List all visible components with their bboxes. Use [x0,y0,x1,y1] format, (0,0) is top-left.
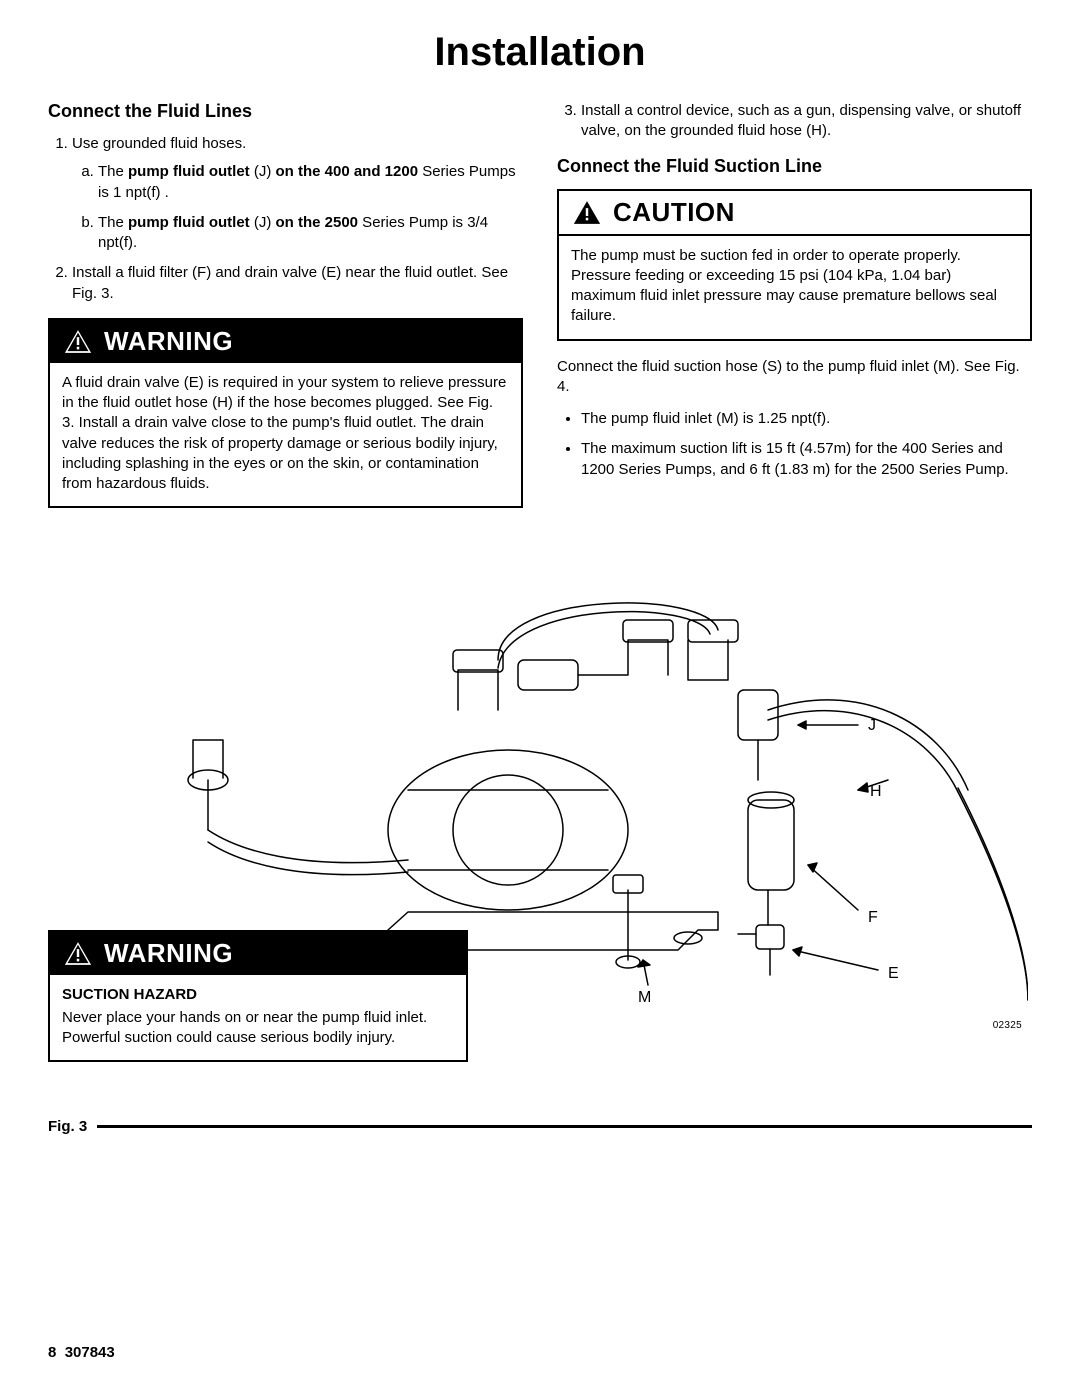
section-heading-suction: Connect the Fluid Suction Line [557,156,1032,177]
t: The [98,163,128,180]
t: (J) [250,214,276,231]
suction-bullets: The pump fluid inlet (M) is 1.25 npt(f).… [557,409,1032,480]
figure-3: J H F E M 02325 WARNING SUCTION [48,530,1032,1170]
step-2: Install a fluid filter (F) and drain val… [72,263,523,304]
warning2-header-bar: WARNING [50,932,466,975]
page: Installation Connect the Fluid Lines Use… [0,0,1080,1397]
warning-icon [573,200,601,225]
page-footer: 8 307843 [48,1344,115,1361]
step-1b: The pump fluid outlet (J) on the 2500 Se… [98,213,523,254]
figure-rule [97,1125,1032,1128]
t: on the 400 and 1200 [275,163,418,180]
warning-header-bar: WARNING [50,320,521,363]
warning-box-2: WARNING SUCTION HAZARD Never place your … [48,930,468,1062]
fluid-lines-steps-cont: Install a control device, such as a gun,… [557,101,1032,142]
step-1-substeps: The pump fluid outlet (J) on the 400 and… [72,162,523,253]
warning2-text: Never place your hands on or near the pu… [62,1009,427,1046]
warning-box-2-wrap: WARNING SUCTION HAZARD Never place your … [48,930,468,1078]
page-title: Installation [48,30,1032,75]
step-1-text: Use grounded fluid hoses. [72,135,246,152]
bullet-1: The pump fluid inlet (M) is 1.25 npt(f). [581,409,1032,429]
t: The [98,214,128,231]
callout-F: F [868,909,878,926]
caution-box: CAUTION The pump must be suction fed in … [557,189,1032,341]
t: (J) [250,163,276,180]
warning-icon [64,941,92,966]
callout-E: E [888,965,899,982]
warning2-body: SUCTION HAZARD Never place your hands on… [50,975,466,1060]
callout-M: M [638,989,651,1006]
step-1a: The pump fluid outlet (J) on the 400 and… [98,162,523,203]
warning-box-1: WARNING A fluid drain valve (E) is requi… [48,318,523,509]
warning-body: A fluid drain valve (E) is required in y… [50,363,521,507]
callout-H: H [870,783,882,800]
right-column: Install a control device, such as a gun,… [557,101,1032,524]
fluid-lines-steps: Use grounded fluid hoses. The pump fluid… [48,134,523,304]
warning2-subhead: SUCTION HAZARD [62,985,454,1005]
caution-header-text: CAUTION [613,197,735,228]
t: pump fluid outlet [128,214,250,231]
image-id: 02325 [993,1020,1022,1031]
figure-label-row: Fig. 3 [48,1118,1032,1135]
figure-label: Fig. 3 [48,1118,97,1135]
t: pump fluid outlet [128,163,250,180]
caution-header-bar: CAUTION [559,191,1030,236]
suction-para: Connect the fluid suction hose (S) to th… [557,357,1032,398]
step-1: Use grounded fluid hoses. The pump fluid… [72,134,523,253]
bullet-2: The maximum suction lift is 15 ft (4.57m… [581,439,1032,480]
doc-number: 307843 [65,1344,115,1361]
left-column: Connect the Fluid Lines Use grounded flu… [48,101,523,524]
warning2-header-text: WARNING [104,938,233,969]
page-number: 8 [48,1344,56,1361]
t: on the 2500 [275,214,358,231]
section-heading-fluid-lines: Connect the Fluid Lines [48,101,523,122]
caution-body: The pump must be suction fed in order to… [559,236,1030,339]
columns: Connect the Fluid Lines Use grounded flu… [48,101,1032,524]
warning-icon [64,329,92,354]
callout-J: J [868,717,876,734]
step-3: Install a control device, such as a gun,… [581,101,1032,142]
warning-header-text: WARNING [104,326,233,357]
